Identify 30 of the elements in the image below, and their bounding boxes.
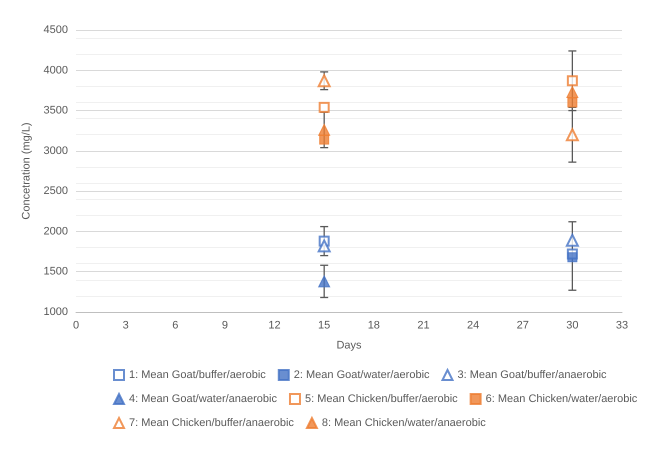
y-tick-label: 4000 [44,64,68,76]
x-tick-label: 3 [122,320,129,332]
y-tick-label: 1000 [44,306,68,318]
x-tick-label: 24 [466,320,480,332]
x-tick-label: 18 [368,320,380,332]
x-tick-label: 21 [417,320,430,332]
legend-label: 6: Mean Chicken/water/aerobic [486,393,638,405]
x-tick-label: 33 [616,320,628,332]
legend-label: 1: Mean Goat/buffer/aerobic [129,369,266,381]
x-tick-label: 6 [172,320,178,332]
x-axis-title: Days [336,340,362,352]
y-tick-label: 3000 [44,144,68,157]
y-tick-label: 4500 [44,24,68,36]
y-tick-label: 2500 [44,185,68,198]
y-tick-label: 2000 [44,225,68,238]
x-tick-label: 27 [516,320,529,332]
legend-label: 2: Mean Goat/water/aerobic [294,369,430,381]
legend-label: 4: Mean Goat/water/anaerobic [129,393,278,405]
y-tick-label: 1500 [44,266,68,278]
legend-label: 5: Mean Chicken/buffer/aerobic [304,393,458,405]
legend-label: 8: Mean Chicken/water/anaerobic [322,417,486,429]
x-tick-label: 15 [318,320,330,332]
legend-label: 3: Mean Goat/buffer/anaerobic [458,369,608,381]
x-tick-label: 30 [566,320,578,332]
x-tick-label: 0 [72,320,80,332]
x-tick-label: 9 [222,320,228,332]
x-tick-label: 12 [268,320,281,332]
y-axis-title: Concetration (mg/L) [20,122,32,220]
y-tick-label: 3500 [44,104,68,117]
legend-label: 7: Mean Chicken/buffer/anaerobic [129,417,294,429]
